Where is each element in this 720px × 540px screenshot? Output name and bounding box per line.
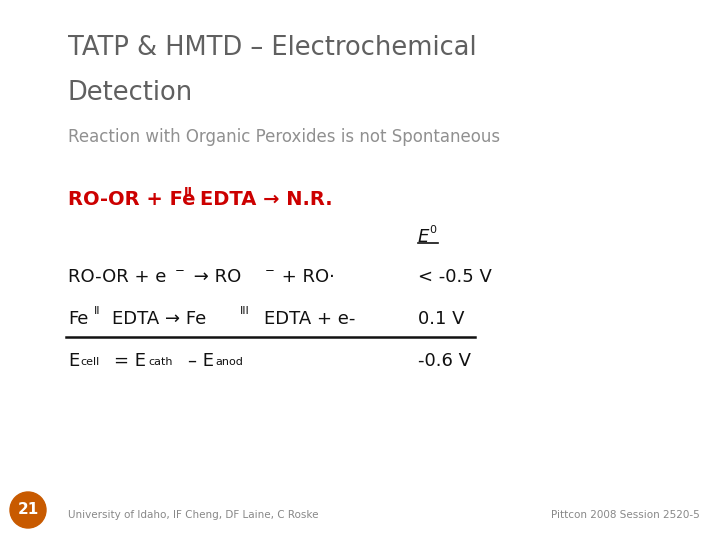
Text: II: II — [94, 306, 101, 316]
Text: Pittcon 2008 Session 2520-5: Pittcon 2008 Session 2520-5 — [552, 510, 700, 520]
Text: Reaction with Organic Peroxides is not Spontaneous: Reaction with Organic Peroxides is not S… — [68, 128, 500, 146]
Text: -0.6 V: -0.6 V — [418, 352, 471, 370]
Text: – E: – E — [188, 352, 214, 370]
Text: EDTA → Fe: EDTA → Fe — [112, 310, 206, 328]
Text: University of Idaho, IF Cheng, DF Laine, C Roske: University of Idaho, IF Cheng, DF Laine,… — [68, 510, 318, 520]
Text: cath: cath — [148, 357, 173, 367]
Text: E: E — [68, 352, 79, 370]
Text: II: II — [184, 186, 193, 199]
Text: RO-OR + Fe: RO-OR + Fe — [68, 190, 196, 209]
Text: −: − — [175, 264, 185, 277]
Text: EDTA → N.R.: EDTA → N.R. — [200, 190, 333, 209]
Text: RO-OR + e: RO-OR + e — [68, 268, 166, 286]
Text: 0.1 V: 0.1 V — [418, 310, 464, 328]
Text: E: E — [418, 228, 429, 246]
Text: + RO·: + RO· — [276, 268, 335, 286]
Text: Detection: Detection — [68, 80, 193, 106]
Text: 21: 21 — [17, 503, 39, 517]
Circle shape — [10, 492, 46, 528]
Text: III: III — [240, 306, 250, 316]
Text: Fe: Fe — [68, 310, 89, 328]
Text: TATP & HMTD – Electrochemical: TATP & HMTD – Electrochemical — [68, 35, 477, 61]
Text: = E: = E — [114, 352, 146, 370]
Text: 0: 0 — [429, 225, 436, 235]
Text: EDTA + e-: EDTA + e- — [264, 310, 356, 328]
Text: anod: anod — [215, 357, 243, 367]
Text: → RO: → RO — [188, 268, 241, 286]
Text: −: − — [265, 264, 275, 277]
Text: < -0.5 V: < -0.5 V — [418, 268, 492, 286]
Text: cell: cell — [80, 357, 99, 367]
